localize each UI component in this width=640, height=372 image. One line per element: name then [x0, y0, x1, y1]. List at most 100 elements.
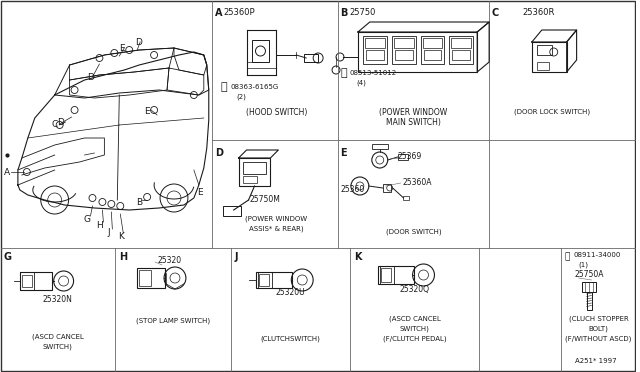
Text: 08363-6165G: 08363-6165G [230, 84, 279, 90]
Text: E: E [144, 107, 150, 116]
Text: D: D [135, 38, 142, 47]
Bar [259, 272, 273, 288]
Text: K: K [118, 232, 124, 241]
Bar [380, 266, 394, 284]
Text: (F/WITHOUT ASCD): (F/WITHOUT ASCD) [565, 335, 632, 341]
Bar [22, 275, 32, 287]
Bar [358, 32, 477, 72]
Bar [304, 54, 318, 62]
Bar [137, 268, 165, 288]
Text: B: B [136, 198, 142, 207]
Text: 25360: 25360 [340, 185, 364, 194]
Text: 25320U: 25320U [275, 288, 305, 297]
Text: (POWER WINDOW: (POWER WINDOW [380, 108, 448, 117]
Bar [378, 266, 413, 284]
Bar [223, 206, 241, 216]
Bar [243, 162, 266, 174]
Text: (POWER WINDOW: (POWER WINDOW [245, 215, 307, 221]
Text: 25360A: 25360A [403, 178, 432, 187]
Bar [582, 282, 595, 292]
Text: G: G [83, 215, 90, 224]
Text: ASSIS* & REAR): ASSIS* & REAR) [249, 225, 304, 231]
Bar [363, 36, 387, 64]
Bar [452, 50, 470, 60]
Text: 08911-34000: 08911-34000 [573, 252, 621, 258]
Text: Ⓝ: Ⓝ [564, 252, 570, 261]
Text: 25750A: 25750A [575, 270, 604, 279]
Bar [139, 270, 151, 286]
Text: (F/CLUTCH PEDAL): (F/CLUTCH PEDAL) [383, 335, 446, 341]
Text: (HOOD SWITCH): (HOOD SWITCH) [246, 108, 307, 117]
Bar [372, 144, 388, 149]
Text: C: C [52, 120, 58, 129]
Text: MAIN SWITCH): MAIN SWITCH) [386, 118, 441, 127]
Text: C: C [491, 8, 499, 18]
Bar [403, 196, 408, 200]
Bar [420, 36, 444, 64]
Text: H: H [97, 221, 103, 230]
Text: Ⓢ: Ⓢ [221, 82, 227, 92]
Text: B: B [340, 8, 348, 18]
Bar [449, 36, 473, 64]
Text: A: A [215, 8, 222, 18]
Text: 25750M: 25750M [249, 195, 280, 204]
Text: (STOP LAMP SWITCH): (STOP LAMP SWITCH) [136, 318, 210, 324]
Bar [259, 274, 269, 286]
Text: E: E [119, 44, 125, 53]
Bar [392, 36, 415, 64]
Text: SWITCH): SWITCH) [43, 343, 72, 350]
Text: D: D [57, 118, 63, 127]
Text: 25360P: 25360P [224, 8, 255, 17]
Text: SWITCH): SWITCH) [399, 325, 429, 331]
Bar [451, 38, 471, 48]
Text: (1): (1) [579, 261, 589, 267]
Text: D: D [88, 73, 94, 82]
Bar [397, 154, 408, 160]
Text: (ASCD CANCEL: (ASCD CANCEL [388, 315, 440, 321]
Bar [381, 268, 390, 282]
Text: D: D [215, 148, 223, 158]
Text: (4): (4) [356, 79, 366, 86]
Bar [422, 38, 442, 48]
Text: (CLUCH STOPPER: (CLUCH STOPPER [568, 315, 628, 321]
Text: J: J [108, 228, 110, 237]
Bar [365, 38, 385, 48]
Text: (DOOR SWITCH): (DOOR SWITCH) [386, 228, 442, 234]
Text: 25750: 25750 [349, 8, 375, 17]
Text: (2): (2) [237, 93, 246, 99]
Text: A251* 1997: A251* 1997 [575, 358, 616, 364]
Text: E: E [340, 148, 347, 158]
Text: (DOOR LOCK SWITCH): (DOOR LOCK SWITCH) [514, 108, 590, 115]
Bar [243, 176, 257, 183]
Text: G: G [4, 252, 12, 262]
Bar [257, 272, 292, 288]
Bar [424, 50, 442, 60]
Bar [383, 184, 390, 192]
Text: E: E [197, 188, 202, 197]
Bar [394, 38, 413, 48]
Text: 08513-51012: 08513-51012 [350, 70, 397, 76]
Text: Ⓢ: Ⓢ [340, 68, 347, 78]
Text: H: H [119, 252, 127, 262]
Text: 25369: 25369 [397, 152, 422, 161]
Text: BOLT): BOLT) [589, 325, 609, 331]
Text: A: A [4, 168, 10, 177]
Bar [252, 40, 269, 62]
Text: 25320: 25320 [157, 256, 181, 265]
Bar [20, 272, 52, 290]
Text: (ASCD CANCEL: (ASCD CANCEL [32, 333, 84, 340]
Text: (CLUTCHSWITCH): (CLUTCHSWITCH) [260, 335, 320, 341]
Bar [366, 50, 384, 60]
Bar [239, 158, 271, 186]
Text: K: K [354, 252, 362, 262]
Bar [20, 272, 34, 290]
Bar [395, 50, 413, 60]
Bar [537, 62, 548, 70]
Text: 25320Q: 25320Q [399, 285, 429, 294]
Text: 25360R: 25360R [522, 8, 554, 17]
Text: 25320N: 25320N [43, 295, 72, 304]
Bar [532, 42, 566, 72]
Text: J: J [235, 252, 238, 262]
Bar [586, 292, 591, 310]
Bar [537, 45, 552, 55]
